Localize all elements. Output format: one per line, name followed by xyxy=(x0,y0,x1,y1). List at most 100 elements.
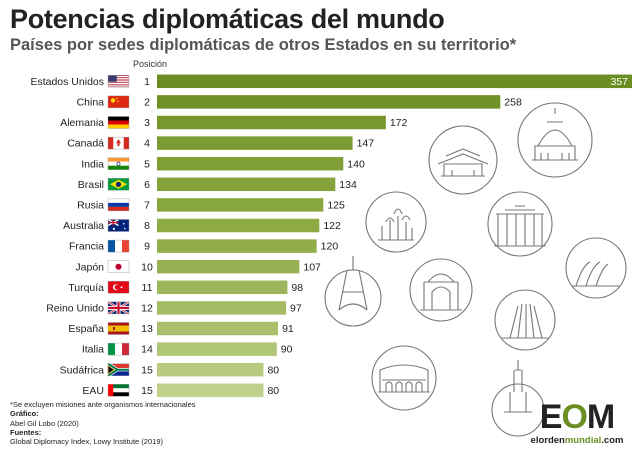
rank-position: 5 xyxy=(144,158,150,170)
country-label: Italia xyxy=(82,344,104,356)
logo-letter-o: O xyxy=(561,398,587,436)
country-label: China xyxy=(77,97,105,109)
country-label: Francia xyxy=(69,241,104,253)
value-label: 122 xyxy=(323,220,341,232)
flag-spain-icon xyxy=(107,322,130,335)
flag-canada-icon xyxy=(107,136,130,150)
rank-position: 8 xyxy=(144,220,150,232)
logo-url-part-c: .com xyxy=(601,435,624,446)
value-label: 107 xyxy=(303,261,321,273)
flag-uae-icon xyxy=(107,384,130,397)
bar xyxy=(157,177,336,192)
flag-turkey-icon xyxy=(107,281,130,294)
brasilia-landmark-icon xyxy=(494,289,556,351)
chart-subtitle: Países por sedes diplomáticas de otros E… xyxy=(10,36,517,54)
bar xyxy=(157,301,287,315)
logo-letter-m: M xyxy=(586,398,615,436)
rank-position: 3 xyxy=(144,117,150,129)
rank-position: 14 xyxy=(141,344,153,356)
bar xyxy=(157,74,632,89)
eom-logo: EOM elordenmundial.com xyxy=(522,400,632,446)
country-label: España xyxy=(68,323,104,335)
bar xyxy=(157,136,353,150)
flag-australia-icon xyxy=(107,218,130,232)
colosseum-landmark-icon xyxy=(371,345,437,411)
chart-title: Potencias diplomáticas del mundo xyxy=(10,4,445,34)
position-column-header: Posición xyxy=(133,59,167,69)
country-label: Rusia xyxy=(77,200,104,212)
value-label: 98 xyxy=(291,282,303,294)
value-label: 91 xyxy=(282,323,294,335)
bar xyxy=(157,115,386,130)
bar xyxy=(157,259,300,274)
value-label: 357 xyxy=(610,76,628,88)
rank-position: 2 xyxy=(144,97,150,109)
flag-usa-icon xyxy=(107,75,130,88)
rank-position: 10 xyxy=(141,261,153,273)
source-label: Fuentes: xyxy=(10,427,42,437)
capitol-landmark-icon xyxy=(517,102,593,178)
value-label: 258 xyxy=(504,97,522,109)
brandenburg-gate-landmark-icon xyxy=(487,191,553,257)
country-label: Estados Unidos xyxy=(30,76,104,88)
rank-position: 11 xyxy=(142,282,153,294)
sydney-landmark-icon xyxy=(565,237,627,299)
flag-india-icon xyxy=(107,157,130,170)
value-label: 140 xyxy=(347,158,365,170)
country-label: Japón xyxy=(75,261,104,273)
bar xyxy=(157,362,264,377)
value-label: 80 xyxy=(267,385,279,397)
bar xyxy=(157,156,344,171)
country-label: Reino Unido xyxy=(46,303,104,315)
rank-position: 6 xyxy=(144,179,150,191)
india-gate-landmark-icon xyxy=(409,258,473,322)
country-label: EAU xyxy=(82,385,104,397)
bar xyxy=(157,280,288,295)
value-label: 80 xyxy=(267,364,279,376)
bar xyxy=(157,383,264,398)
bar xyxy=(157,198,324,212)
value-label: 97 xyxy=(290,303,302,315)
rank-position: 13 xyxy=(141,323,153,335)
chart-footer: *Se excluyen misiones ante organismos in… xyxy=(10,400,196,446)
value-label: 147 xyxy=(357,138,375,150)
flag-italy-icon xyxy=(107,342,130,356)
kremlin-landmark-icon xyxy=(365,191,427,253)
flag-brazil-icon xyxy=(107,178,130,191)
country-label: Alemania xyxy=(60,117,104,129)
logo-url: elordenmundial.com xyxy=(522,435,632,446)
country-label: Sudáfrica xyxy=(60,364,105,376)
logo-mark: EOM xyxy=(522,400,632,434)
bar xyxy=(157,218,320,233)
landmark-illustrations xyxy=(324,102,627,437)
flag-japan-icon xyxy=(107,260,130,273)
rank-position: 15 xyxy=(141,385,153,397)
logo-url-part-a: elorden xyxy=(530,435,565,446)
logo-letter-e: E xyxy=(539,398,563,436)
forbidden-city-landmark-icon xyxy=(428,125,498,195)
rank-position: 4 xyxy=(144,138,150,150)
value-label: 90 xyxy=(281,344,293,356)
country-label: India xyxy=(81,158,104,170)
footnote: *Se excluyen misiones ante organismos in… xyxy=(10,400,196,409)
value-label: 120 xyxy=(321,241,339,253)
bar xyxy=(157,342,277,356)
country-label: Australia xyxy=(63,220,104,232)
value-label: 172 xyxy=(390,117,408,129)
flag-germany-icon xyxy=(107,116,130,129)
flag-france-icon xyxy=(107,239,130,253)
bar xyxy=(157,95,501,109)
rank-position: 1 xyxy=(144,76,150,88)
flag-south-africa-icon xyxy=(107,362,130,378)
flag-russia-icon xyxy=(107,198,130,212)
credit-label: Gráfico: xyxy=(10,409,39,419)
bar xyxy=(157,239,317,253)
rank-position: 12 xyxy=(141,303,153,315)
rank-position: 9 xyxy=(144,241,150,253)
country-label: Canadá xyxy=(67,138,104,150)
source-value: Global Diplomacy Index, Lowy Institute (… xyxy=(10,437,163,447)
burj-khalifa-landmark-icon xyxy=(491,360,545,437)
eiffel-tower-landmark-icon xyxy=(324,256,382,327)
flag-uk-icon xyxy=(107,300,130,315)
